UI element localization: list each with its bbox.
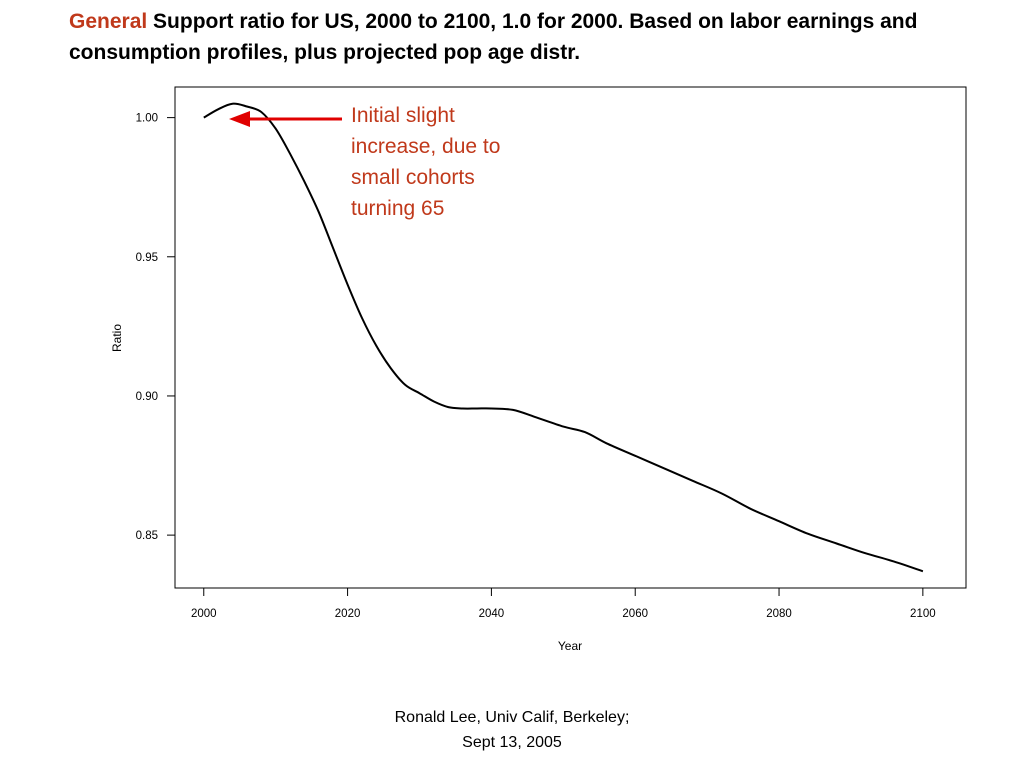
footer: Ronald Lee, Univ Calif, Berkeley; Sept 1… (312, 705, 712, 755)
y-axis-title: Ratio (110, 324, 124, 352)
y-tick-label: 1.00 (136, 113, 158, 125)
slide-title: General Support ratio for US, 2000 to 21… (69, 6, 969, 68)
x-tick-label: 2100 (910, 608, 936, 620)
x-axis: 2000 2020 2040 2060 2080 2100 (191, 587, 936, 620)
footer-author: Ronald Lee, Univ Calif, Berkeley; (394, 709, 630, 726)
title-text: Support ratio for US, 2000 to 2100, 1.0 … (69, 10, 918, 64)
title-accent: General (69, 10, 148, 33)
x-tick-label: 2020 (335, 608, 361, 620)
x-tick-label: 2040 (479, 608, 505, 620)
annotation-arrow (229, 111, 342, 127)
x-tick-label: 2080 (766, 608, 792, 620)
footer-date: Sept 13, 2005 (462, 734, 562, 751)
series-line (203, 102, 924, 573)
annotation-arrow-head (229, 111, 250, 127)
annotation-text: Initial slight increase, due to small co… (351, 104, 501, 220)
x-tick-label: 2000 (191, 608, 217, 620)
x-axis-title: Year (558, 639, 582, 653)
y-tick-label: 0.90 (136, 391, 158, 403)
y-axis: 0.85 0.90 0.95 1.00 (136, 113, 176, 542)
y-tick-label: 0.95 (136, 252, 158, 264)
y-tick-label: 0.85 (136, 530, 158, 542)
x-tick-label: 2060 (622, 608, 648, 620)
